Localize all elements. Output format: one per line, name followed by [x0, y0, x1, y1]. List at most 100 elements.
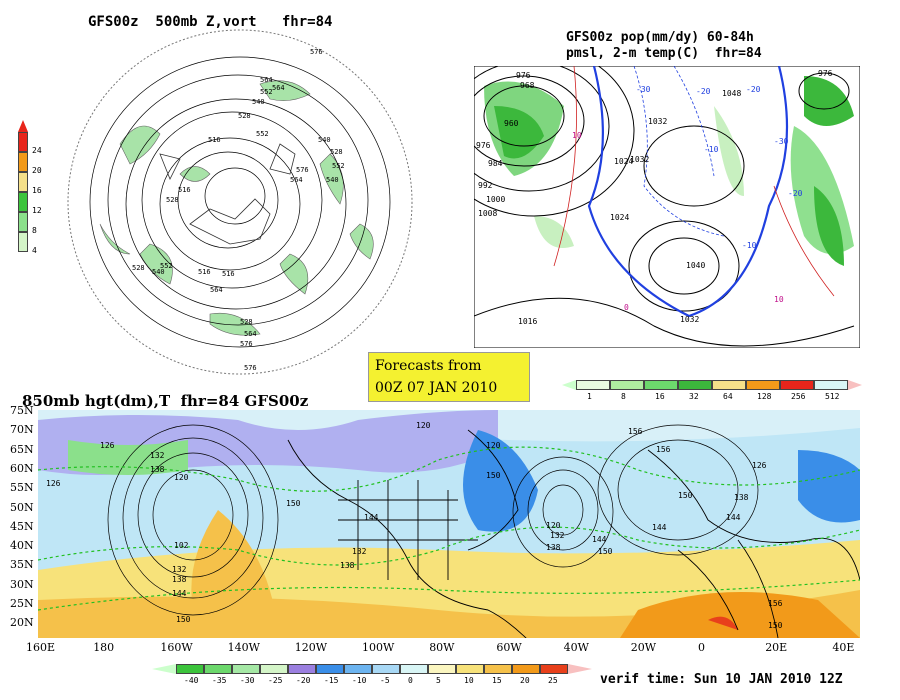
contour-label: 132 — [550, 531, 565, 540]
colorbar-swatch — [484, 664, 512, 674]
legend-label: 24 — [32, 146, 42, 155]
height-contours-850 — [107, 424, 759, 616]
vort-map-title: GFS00z 500mb Z,vort fhr=84 — [88, 14, 333, 30]
temperature-fill — [38, 410, 860, 638]
lon-label: 0 — [698, 641, 705, 654]
colorbar-swatch — [610, 380, 644, 390]
contour-label: 564 — [290, 176, 303, 184]
lat-label: 70N — [10, 423, 34, 437]
height-contours — [89, 56, 391, 348]
contour-label: 138 — [172, 575, 187, 584]
contour-label: 144 — [364, 513, 379, 522]
colorbar-swatch — [344, 664, 372, 674]
contour-label: 0 — [624, 303, 629, 312]
colorbar-label: 15 — [492, 676, 502, 685]
contour-label: 138 — [340, 561, 355, 570]
contour-label: 976 — [818, 69, 833, 78]
contour-label: 144 — [726, 513, 741, 522]
legend-label: 20 — [32, 166, 42, 175]
contour-label: 144 — [172, 589, 187, 598]
colorbar-label: 256 — [791, 392, 806, 401]
forecast-box: Forecasts from 00Z 07 JAN 2010 — [368, 352, 530, 402]
contour-label: 120 — [174, 473, 189, 482]
lon-label: 20E — [765, 641, 788, 654]
contour-label: 540 — [152, 268, 165, 276]
contour-label: 564 — [210, 286, 223, 294]
contour-label: 150 — [176, 615, 191, 624]
contour-label: 120 — [486, 441, 501, 450]
contour-label: 156 — [768, 599, 783, 608]
vorticity-fill — [99, 80, 374, 336]
colorbar-label: 1 — [587, 392, 592, 401]
contour-label: 132 — [172, 565, 187, 574]
contour-label: 138 — [734, 493, 749, 502]
legend-label: 12 — [32, 206, 42, 215]
contour-label: 968 — [520, 81, 535, 90]
colorbar-label: -30 — [240, 676, 255, 685]
pop-map-title-line2: pmsl, 2-m temp(C) fhr=84 — [566, 46, 762, 61]
colorbar-label: 5 — [436, 676, 441, 685]
lat-label: 75N — [10, 404, 34, 417]
contour-label: 150 — [598, 547, 613, 556]
colorbar-swatch — [176, 664, 204, 674]
colorbar-label: 128 — [757, 392, 772, 401]
legend-label: 4 — [32, 246, 37, 255]
coastlines — [159, 143, 296, 245]
contour-label: 138 — [150, 465, 165, 474]
colorbar-label: 20 — [520, 676, 530, 685]
temp-colorbar: -40 -35 -30 -25 -20 -15 -10 -5 0 5 10 15 20 25 — [152, 664, 592, 690]
colorbar-swatch — [780, 380, 814, 390]
colorbar-label: 16 — [655, 392, 665, 401]
hgt-contour-labels: 1261321381261021201321381441501501441381… — [46, 421, 783, 630]
contour-label: 132 — [150, 451, 165, 460]
lon-label: 160W — [160, 641, 193, 654]
lon-label: 40E — [832, 641, 855, 654]
colorbar-swatch — [372, 664, 400, 674]
temperature-contours — [633, 66, 725, 237]
contour-label: 528 — [166, 196, 179, 204]
contour-label: 564 — [272, 84, 285, 92]
contour-label: 1000 — [486, 195, 505, 204]
contour-label: 144 — [592, 535, 607, 544]
contour-label: 516 — [222, 270, 235, 278]
colorbar-arrow-left — [562, 380, 576, 390]
precip-colorbar: 1 8 16 32 64 128 256 512 — [562, 380, 862, 404]
colorbar-label: 0 — [408, 676, 413, 685]
contour-label: 528 — [238, 112, 251, 120]
contour-label: 102 — [174, 541, 189, 550]
contour-label: 516 — [208, 136, 221, 144]
contour-label: 552 — [256, 130, 269, 138]
contour-label: 540 — [252, 98, 265, 106]
colorbar-arrow-right — [568, 664, 592, 674]
contour-label: 126 — [100, 441, 115, 450]
colorbar-label: 25 — [548, 676, 558, 685]
contour-label: -20 — [788, 189, 803, 198]
contour-label: 992 — [478, 181, 493, 190]
colorbar-swatch — [540, 664, 568, 674]
lat-label: 20N — [10, 616, 34, 630]
colorbar-swatch — [456, 664, 484, 674]
lat-label: 30N — [10, 577, 34, 591]
contour-label: 516 — [178, 186, 191, 194]
contour-label: -10 — [704, 145, 719, 154]
hgt-map-title: 850mb hgt(dm),T fhr=84 GFS00z — [22, 392, 309, 410]
precip-fill — [484, 76, 854, 266]
contour-label: 1032 — [648, 117, 667, 126]
colorbar-swatch — [512, 664, 540, 674]
pop-contour-labels: 9769689609769849921000100810161024103210… — [476, 69, 833, 326]
contour-label: 1008 — [478, 209, 497, 218]
contour-label: 156 — [628, 427, 643, 436]
colorbar-swatch — [400, 664, 428, 674]
colorbar-label: 32 — [689, 392, 699, 401]
contour-label: 552 — [260, 88, 273, 96]
colorbar-swatch — [316, 664, 344, 674]
contour-label: 528 — [240, 318, 253, 326]
contour-label: 1048 — [722, 89, 741, 98]
contour-label: 528 — [132, 264, 145, 272]
contour-label: 540 — [318, 136, 331, 144]
lon-label: 40W — [563, 641, 589, 654]
legend-label: 8 — [32, 226, 37, 235]
contour-label: 1016 — [518, 317, 537, 326]
lon-label: 60W — [496, 641, 522, 654]
colorbar-swatch — [428, 664, 456, 674]
